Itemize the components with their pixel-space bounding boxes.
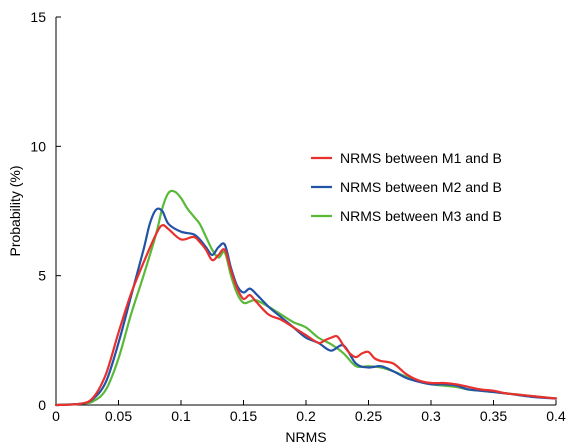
x-tick-label: 0.1 [171,408,191,424]
legend-label-m1: NRMS between M1 and B [340,150,502,166]
x-tick-label: 0.25 [355,408,382,424]
x-tick-label: 0.35 [480,408,507,424]
series-lines [54,189,558,407]
x-tick-label: 0.4 [546,408,566,424]
legend-label-m3: NRMS between M3 and B [340,208,502,224]
y-tick-label: 5 [38,268,46,284]
y-axis-title: Probability (%) [7,165,23,256]
x-axis-title: NRMS [285,429,326,445]
x-tick-label: 0 [52,408,60,424]
legend: NRMS between M1 and B NRMS between M2 and… [311,150,502,224]
x-tick-label: 0.3 [421,408,441,424]
y-tick-label: 0 [38,397,46,413]
series-line-m2 [54,207,558,407]
x-tick-label: 0.05 [105,408,132,424]
y-tick-label: 15 [30,9,46,25]
axes: 0 0.05 0.1 0.15 0.2 0.25 0.3 0.35 0.4 0 5 10 15 [30,9,566,424]
series-line-m1 [54,223,558,407]
y-tick-label: 10 [30,138,46,154]
x-tick-label: 0.2 [296,408,316,424]
x-tick-label: 0.15 [230,408,257,424]
legend-label-m2: NRMS between M2 and B [340,179,502,195]
